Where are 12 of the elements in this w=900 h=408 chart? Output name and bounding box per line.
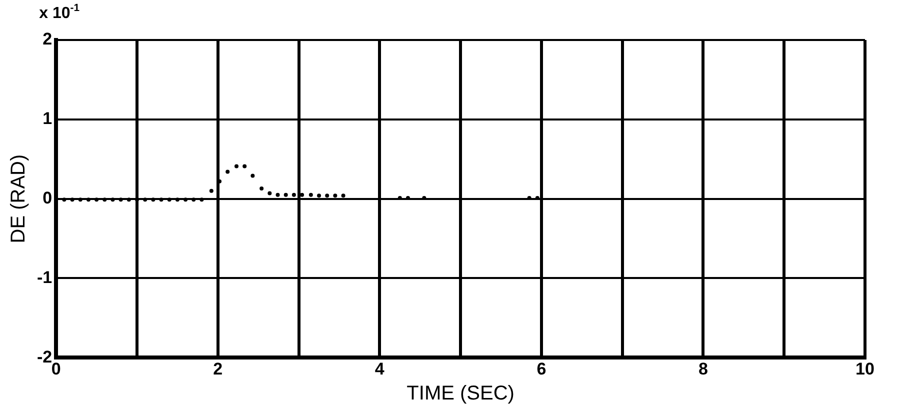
x-tick-label: 8 [698,359,708,378]
x-axis-title: TIME (SEC) [406,382,514,405]
y-tick-label: -2 [36,347,52,366]
x-tick-label: 4 [374,359,385,378]
y-tick-label: 0 [42,188,52,208]
x-tick-label: 6 [536,359,546,378]
y-tick-label: 1 [42,109,52,128]
y-tick-label: 2 [42,30,52,49]
x-tick-label: 2 [213,359,223,378]
y-axis-title: DE (RAD) [8,154,30,244]
y-tick-label: -1 [36,268,52,287]
x-tick-label: 10 [856,359,874,378]
